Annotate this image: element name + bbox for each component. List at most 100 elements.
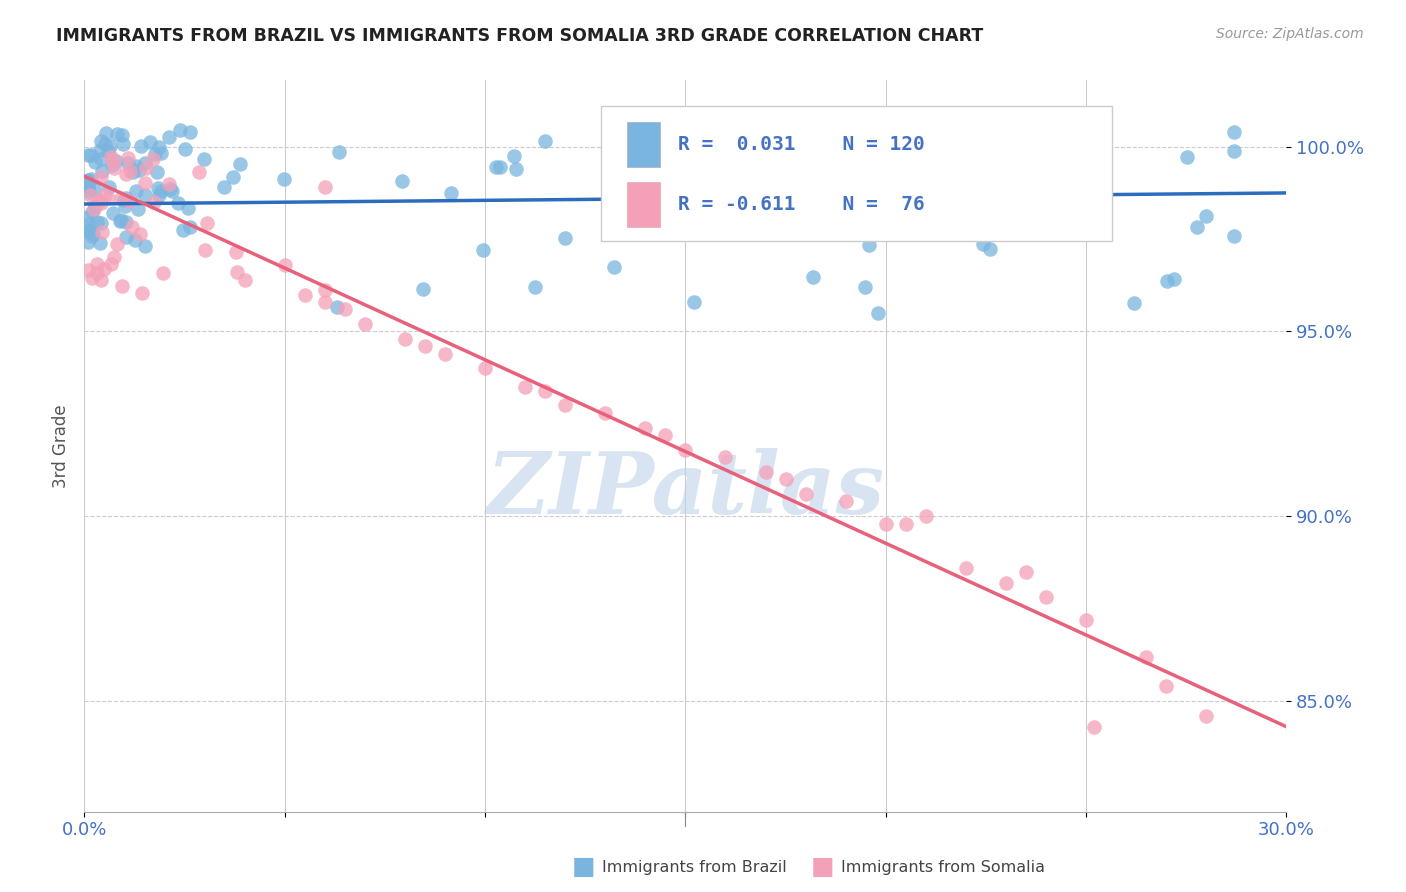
Point xyxy=(80,205,103,219)
Point xyxy=(803,270,825,285)
Point xyxy=(167,195,190,210)
Point xyxy=(105,153,128,168)
Point xyxy=(534,384,557,398)
Point xyxy=(157,130,180,145)
Point xyxy=(858,238,880,252)
Point xyxy=(93,262,115,277)
Point xyxy=(79,223,101,237)
Point xyxy=(194,244,217,258)
Point xyxy=(103,161,125,176)
Point xyxy=(868,305,890,319)
Point xyxy=(77,211,100,225)
Point xyxy=(533,134,555,148)
Point xyxy=(1163,271,1185,285)
Point xyxy=(111,136,134,151)
Point xyxy=(682,295,704,310)
Point xyxy=(83,202,105,216)
Text: Immigrants from Brazil: Immigrants from Brazil xyxy=(602,860,786,874)
Point xyxy=(139,135,162,149)
Point xyxy=(675,442,697,457)
Point xyxy=(333,302,356,317)
Point xyxy=(77,147,100,161)
Point xyxy=(775,472,797,486)
Point xyxy=(613,216,636,230)
Point xyxy=(89,143,111,157)
Point xyxy=(225,265,247,279)
Point xyxy=(101,205,124,219)
Bar xyxy=(627,182,661,227)
Point xyxy=(179,220,201,235)
Point xyxy=(169,122,191,136)
Point xyxy=(1078,181,1101,195)
Point xyxy=(108,214,131,228)
Point xyxy=(145,165,167,179)
Point xyxy=(314,294,336,309)
Point xyxy=(177,201,200,215)
Point xyxy=(1185,219,1208,234)
Text: ■: ■ xyxy=(811,855,834,879)
Point xyxy=(474,361,496,376)
Point xyxy=(77,185,100,199)
Point xyxy=(524,280,547,294)
Point xyxy=(412,282,434,296)
Point xyxy=(938,172,960,186)
Point xyxy=(595,406,617,420)
Point xyxy=(122,165,145,179)
Point xyxy=(1135,649,1157,664)
Point xyxy=(1156,679,1178,693)
Point xyxy=(134,155,156,169)
Text: Immigrants from Somalia: Immigrants from Somalia xyxy=(841,860,1045,874)
Point xyxy=(77,178,100,192)
Point xyxy=(148,187,170,202)
Point xyxy=(112,193,135,207)
Point xyxy=(110,213,132,227)
Point xyxy=(80,171,103,186)
Point xyxy=(875,516,897,531)
Text: R = -0.611    N =  76: R = -0.611 N = 76 xyxy=(678,195,925,214)
Point xyxy=(131,286,153,301)
Point xyxy=(77,182,100,196)
Point xyxy=(690,179,713,194)
Point xyxy=(82,227,104,242)
Point xyxy=(90,169,112,184)
Point xyxy=(225,245,247,260)
Point xyxy=(1175,150,1198,164)
Point xyxy=(128,162,150,177)
Point xyxy=(90,195,112,210)
Point xyxy=(755,465,778,479)
Point xyxy=(214,180,236,194)
Point xyxy=(1156,274,1178,288)
Point xyxy=(152,266,174,280)
Point xyxy=(77,173,100,187)
Point xyxy=(117,156,139,170)
Point xyxy=(273,172,295,186)
Point xyxy=(97,144,120,158)
Point xyxy=(1223,228,1246,243)
Point xyxy=(391,174,413,188)
Point xyxy=(77,217,100,231)
Point xyxy=(111,128,134,142)
Point xyxy=(149,146,172,161)
Point xyxy=(100,150,122,164)
Point xyxy=(1083,720,1105,734)
Point xyxy=(1195,708,1218,723)
Text: Source: ZipAtlas.com: Source: ZipAtlas.com xyxy=(1216,27,1364,41)
Point xyxy=(150,185,173,199)
Point xyxy=(90,216,112,230)
Point xyxy=(135,161,157,175)
Point xyxy=(118,194,141,209)
Point xyxy=(143,146,166,161)
Point xyxy=(86,257,108,271)
Point xyxy=(157,177,180,191)
Point xyxy=(172,223,194,237)
Point xyxy=(94,126,117,140)
Point xyxy=(129,227,152,241)
Point xyxy=(148,181,170,195)
Point xyxy=(142,195,165,210)
Point xyxy=(84,199,107,213)
Point xyxy=(93,188,115,202)
Point xyxy=(502,149,524,163)
Point xyxy=(117,151,139,165)
Point xyxy=(1091,154,1114,169)
Point xyxy=(96,191,118,205)
